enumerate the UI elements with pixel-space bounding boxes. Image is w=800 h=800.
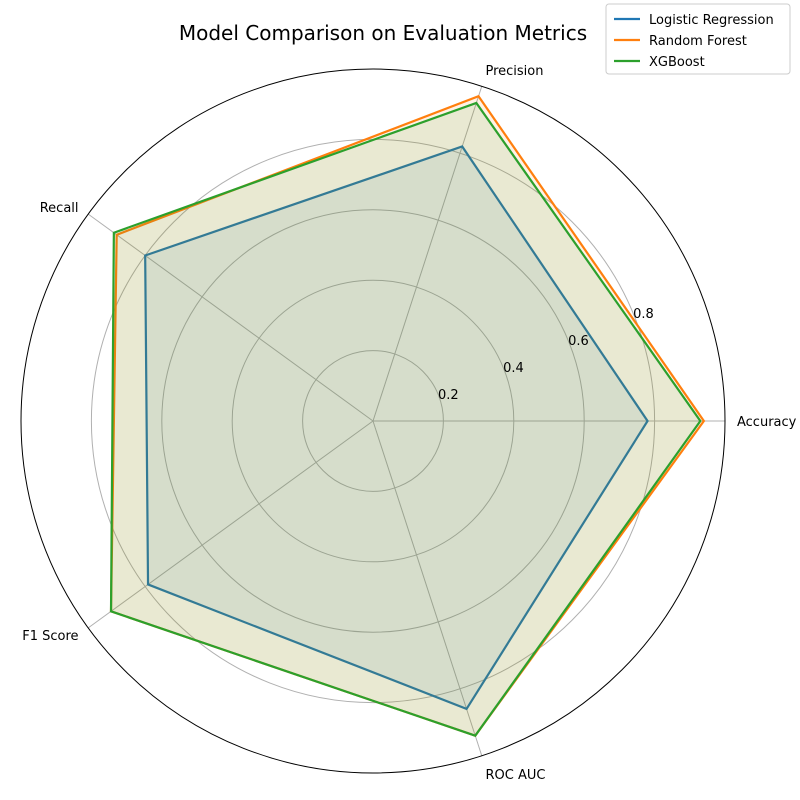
legend-entry: Random Forest — [649, 34, 747, 49]
series-fill-2 — [111, 96, 704, 736]
series-line-3 — [109, 101, 702, 737]
series-fill-3 — [111, 102, 701, 736]
r-tick-label: 0.4 — [503, 361, 524, 376]
grid-spoke — [87, 420, 374, 629]
category-label: ROC AUC — [485, 768, 545, 783]
series-layer — [109, 94, 706, 737]
grid-spoke — [372, 420, 483, 756]
legend-box — [605, 3, 791, 75]
category-label: Accuracy — [737, 415, 797, 430]
r-tick-label: 0.2 — [438, 388, 459, 403]
series-line-1 — [144, 145, 649, 711]
outer-frame — [20, 68, 726, 774]
r-tick-label: 0.6 — [568, 334, 589, 349]
legend: Logistic Regression Random Forest XGBoost — [605, 3, 791, 75]
category-label: Precision — [485, 64, 543, 79]
series-fill-1 — [145, 146, 648, 709]
grid-spoke — [87, 213, 374, 422]
axis-labels: 0.2 0.4 0.6 0.8 Accuracy Precision Recall F1 Sc… — [22, 64, 796, 783]
legend-entry: Logistic Regression — [649, 13, 774, 28]
legend-entry: XGBoost — [649, 55, 705, 70]
category-label: Recall — [40, 201, 79, 216]
category-label: F1 Score — [22, 629, 78, 644]
grid-spoke — [372, 86, 483, 422]
chart-title: Model Comparison on Evaluation Metrics — [179, 21, 587, 45]
grid — [20, 68, 726, 774]
r-tick-label: 0.8 — [633, 307, 654, 322]
